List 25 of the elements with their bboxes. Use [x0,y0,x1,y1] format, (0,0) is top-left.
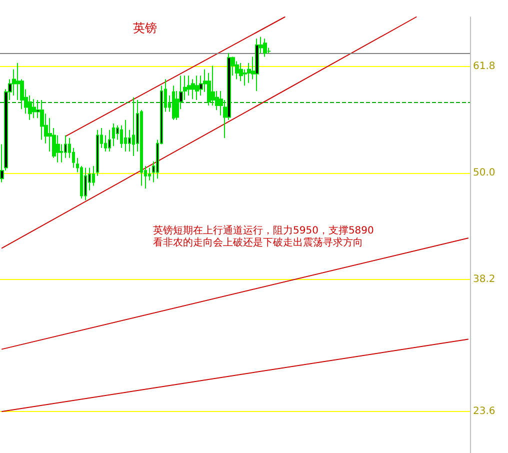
candlestick [255,38,259,92]
candlestick [64,134,67,158]
y-tick-label: 61.8 [473,61,496,72]
candlestick [32,98,36,119]
candlestick [92,165,95,186]
candlestick [239,62,243,82]
candlestick [132,96,135,157]
candlestick [211,65,215,106]
candlestick [235,60,239,80]
candlestick [124,119,127,152]
candlestick [84,167,87,201]
candlestick [187,75,191,96]
y-tick-label: 23.6 [473,406,496,417]
y-tick-label: 50.0 [473,168,496,179]
candlestick [263,38,267,58]
chart-title: 英镑 [133,21,157,35]
candlestick [172,85,175,120]
y-tick-label: 38.2 [473,274,496,286]
candlestick [112,123,115,147]
candlestick [191,78,195,100]
candlestick [195,75,199,101]
candlestick [108,129,111,152]
annotation: 英镑短期在上行通道运行，阻力5950，支撑5890 看非农的走向会上破还是下破走出震荡寻求方向 [153,224,374,248]
candlestick [96,129,99,176]
candlestick [40,100,44,140]
